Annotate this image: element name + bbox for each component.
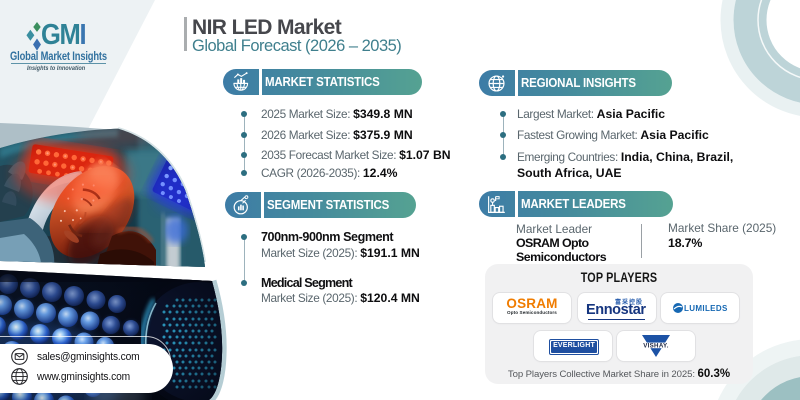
svg-text:VISHAY.: VISHAY.	[643, 343, 669, 350]
